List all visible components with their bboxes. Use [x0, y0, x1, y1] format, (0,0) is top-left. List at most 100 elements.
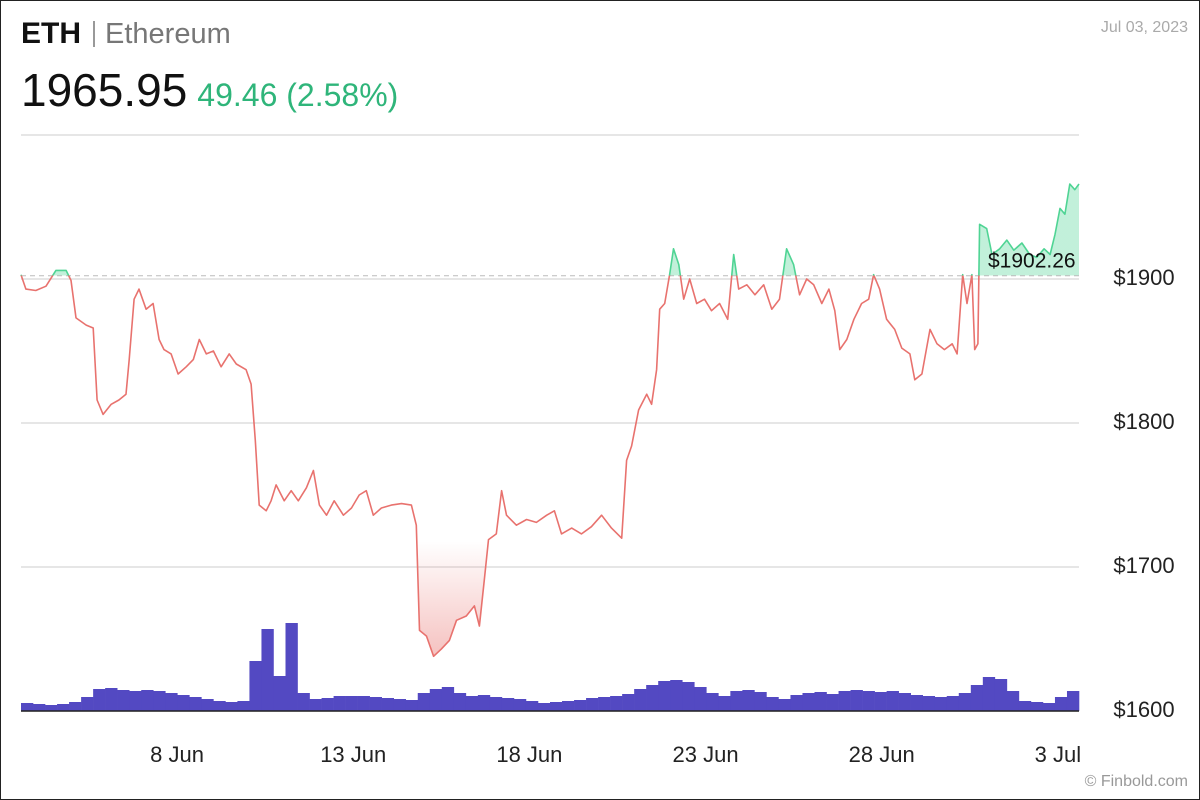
- volume-bar: [922, 696, 936, 711]
- volume-bar: [213, 701, 226, 711]
- volume-bar: [634, 689, 647, 711]
- volume-bar: [189, 697, 202, 711]
- volume-bar: [357, 696, 370, 711]
- volume-bar: [862, 691, 875, 711]
- volume-bar: [970, 685, 984, 711]
- volume-bar: [309, 699, 322, 711]
- volume-bar: [670, 680, 683, 711]
- volume-bar: [141, 690, 154, 711]
- volume-bar: [237, 701, 250, 711]
- volume-bar: [1066, 691, 1080, 711]
- x-tick-label: 23 Jun: [673, 742, 739, 767]
- volume-bar: [453, 693, 467, 711]
- volume-bar: [93, 689, 106, 711]
- volume-bar: [958, 693, 972, 711]
- volume-bar: [129, 691, 142, 711]
- volume-bar: [153, 691, 166, 711]
- volume-bar: [790, 695, 803, 711]
- volume-bar: [321, 698, 334, 711]
- volume-bar: [513, 699, 527, 711]
- volume-bar: [417, 693, 431, 711]
- y-tick-label: $1900: [1113, 265, 1174, 290]
- volume-bar: [381, 698, 395, 711]
- volume-bar: [57, 704, 70, 711]
- volume-bar: [946, 696, 960, 711]
- volume-bar: [177, 695, 190, 711]
- x-tick-label: 3 Jul: [1035, 742, 1081, 767]
- volume-bar: [345, 696, 358, 711]
- volume-bar: [934, 697, 948, 711]
- volume-bar: [838, 691, 851, 711]
- volume-bar: [465, 696, 479, 711]
- volume-bar: [1006, 691, 1020, 711]
- volume-bar: [646, 685, 659, 711]
- volume-bar: [33, 704, 46, 711]
- volume-bar: [297, 693, 310, 711]
- volume-bar: [622, 694, 635, 711]
- volume-bar: [393, 699, 407, 711]
- y-tick-label: $1800: [1113, 409, 1174, 434]
- volume-bar: [369, 697, 382, 711]
- volume-bar: [982, 677, 996, 711]
- volume-bar: [489, 697, 503, 711]
- volume-bar: [225, 702, 238, 711]
- volume-bar: [778, 699, 791, 711]
- volume-bar: [261, 629, 274, 711]
- volume-bar: [333, 696, 346, 711]
- volume-bar: [477, 695, 491, 711]
- volume-bar: [802, 693, 815, 711]
- volume-bar: [586, 698, 599, 711]
- volume-bar: [706, 693, 719, 711]
- volume-bar: [117, 690, 130, 711]
- volume-bar: [562, 701, 575, 711]
- reference-label: $1902.26: [988, 249, 1076, 272]
- volume-bar: [742, 690, 755, 711]
- volume-bar: [525, 701, 539, 711]
- volume-bar: [105, 688, 118, 711]
- x-tick-label: 13 Jun: [320, 742, 386, 767]
- volume-bar: [898, 693, 911, 711]
- volume-bar: [441, 687, 455, 711]
- volume-bar: [766, 697, 779, 711]
- baseline-area: [21, 184, 1079, 657]
- volume-bar: [610, 696, 623, 711]
- volume-bar: [682, 682, 695, 711]
- volume-bar: [249, 661, 262, 711]
- volume-bar: [405, 700, 419, 711]
- x-tick-label: 28 Jun: [849, 742, 915, 767]
- volume-bar: [165, 693, 178, 711]
- volume-bar: [886, 691, 899, 711]
- symbol: ETH: [21, 17, 81, 50]
- volume-bar: [1018, 701, 1032, 711]
- y-tick-label: $1700: [1113, 553, 1174, 578]
- volume-bar: [45, 705, 58, 711]
- x-tick-label: 8 Jun: [150, 742, 204, 767]
- y-tick-label: $1600: [1113, 697, 1174, 722]
- volume-bar: [429, 689, 443, 711]
- volume-bar: [874, 692, 887, 711]
- price: 1965.95: [21, 64, 188, 116]
- volume-bar: [273, 676, 286, 711]
- volume-bar: [285, 623, 298, 711]
- volume-bar: [754, 692, 767, 711]
- volume-bar: [69, 702, 82, 711]
- volume-bar: [201, 699, 214, 711]
- volume-bar: [1030, 702, 1044, 711]
- volume-bar: [910, 695, 924, 711]
- volume-bar: [850, 690, 863, 711]
- volume-bar: [598, 697, 611, 711]
- volume-bar: [550, 702, 563, 711]
- header: ETH Ethereum: [21, 17, 231, 51]
- x-tick-label: 18 Jun: [496, 742, 562, 767]
- price-row: 1965.95 49.46 (2.58%): [21, 63, 398, 117]
- volume-bar: [501, 698, 515, 711]
- volume-bar: [718, 696, 731, 711]
- volume-bar: [826, 694, 839, 711]
- volume-bar: [1054, 697, 1068, 711]
- credit: © Finbold.com: [1084, 773, 1188, 790]
- volume-bar: [814, 692, 827, 711]
- separator: [93, 21, 95, 47]
- volume-bar: [658, 681, 671, 711]
